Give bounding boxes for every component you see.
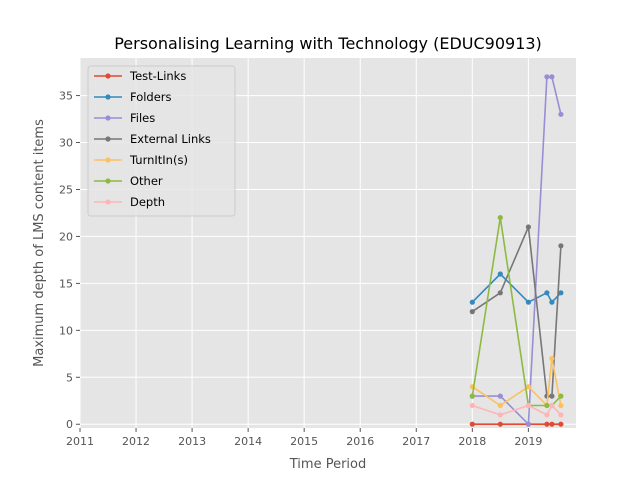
data-point [469, 421, 475, 427]
data-point [558, 393, 564, 399]
data-point [558, 402, 564, 409]
data-point [558, 421, 564, 427]
data-point [549, 74, 555, 80]
legend-marker [105, 94, 111, 100]
x-axis-label: Time Period [289, 457, 366, 472]
data-point [525, 384, 532, 390]
data-point [558, 412, 564, 418]
data-point [497, 421, 503, 427]
data-point [549, 402, 555, 409]
legend-label: Files [130, 111, 155, 125]
series-depth [469, 402, 564, 418]
data-point [497, 215, 503, 221]
data-point [469, 299, 475, 305]
legend-marker [105, 199, 111, 205]
chart-title: Personalising Learning with Technology (… [114, 34, 542, 53]
x-tick-label: 2012 [122, 435, 150, 448]
data-point [558, 290, 564, 296]
data-point [497, 393, 503, 399]
legend-marker [105, 178, 111, 184]
y-tick-label: 5 [66, 371, 73, 384]
y-axis-ticks: 0 5 10 15 20 25 30 35 [59, 90, 80, 431]
legend-label: Depth [130, 195, 165, 209]
x-tick-label: 2014 [234, 435, 262, 448]
y-tick-label: 25 [59, 183, 73, 196]
data-point [549, 421, 555, 427]
data-point [558, 243, 564, 249]
y-tick-label: 0 [66, 418, 73, 431]
data-point [497, 290, 503, 296]
series-line [471, 226, 562, 397]
series-folders [469, 271, 564, 305]
y-tick-label: 10 [59, 324, 73, 337]
data-point [558, 111, 564, 117]
data-point [497, 271, 503, 277]
data-point [544, 412, 550, 418]
legend-label: TurnItIn(s) [129, 153, 188, 167]
y-tick-label: 15 [59, 277, 73, 290]
legend: Test-Links Folders Files External Links Turn… [87, 65, 236, 217]
x-tick-label: 2015 [290, 435, 318, 448]
series-test-links [469, 421, 564, 427]
data-point [497, 412, 503, 418]
series-line [471, 357, 562, 407]
x-tick-label: 2013 [178, 435, 206, 448]
data-point [525, 299, 532, 305]
data-point [497, 402, 503, 409]
legend-marker [105, 115, 111, 121]
x-tick-label: 2017 [402, 435, 430, 448]
legend-label: External Links [130, 132, 211, 146]
series-group [469, 74, 564, 427]
legend-label: Folders [130, 90, 172, 104]
data-point [544, 421, 550, 427]
legend-label: Test-Links [129, 69, 186, 83]
y-tick-label: 30 [59, 137, 73, 150]
legend-marker [105, 136, 111, 142]
x-tick-label: 2016 [346, 435, 374, 448]
data-point [549, 299, 555, 305]
x-tick-label: 2019 [514, 435, 542, 448]
data-point [549, 393, 555, 399]
data-point [549, 355, 555, 362]
data-point [469, 309, 475, 315]
data-point [544, 290, 550, 296]
legend-box [87, 65, 236, 217]
data-point [525, 402, 532, 409]
x-tick-label: 2018 [458, 435, 486, 448]
x-tick-label: 2011 [66, 435, 94, 448]
data-point [544, 74, 550, 80]
data-point [544, 402, 550, 409]
data-point [525, 224, 532, 230]
data-point [469, 402, 475, 409]
data-point [525, 421, 532, 427]
legend-label: Other [130, 174, 163, 188]
legend-marker [105, 157, 111, 163]
y-axis-label: Maximum depth of LMS content items [32, 119, 47, 367]
y-tick-label: 35 [59, 90, 73, 103]
y-tick-label: 20 [59, 230, 73, 243]
x-axis-ticks: 2011 2012 2013 2014 2015 2016 2017 2018 2019 [66, 428, 542, 448]
legend-marker [105, 73, 111, 79]
series-line [472, 76, 562, 426]
data-point [469, 393, 475, 399]
